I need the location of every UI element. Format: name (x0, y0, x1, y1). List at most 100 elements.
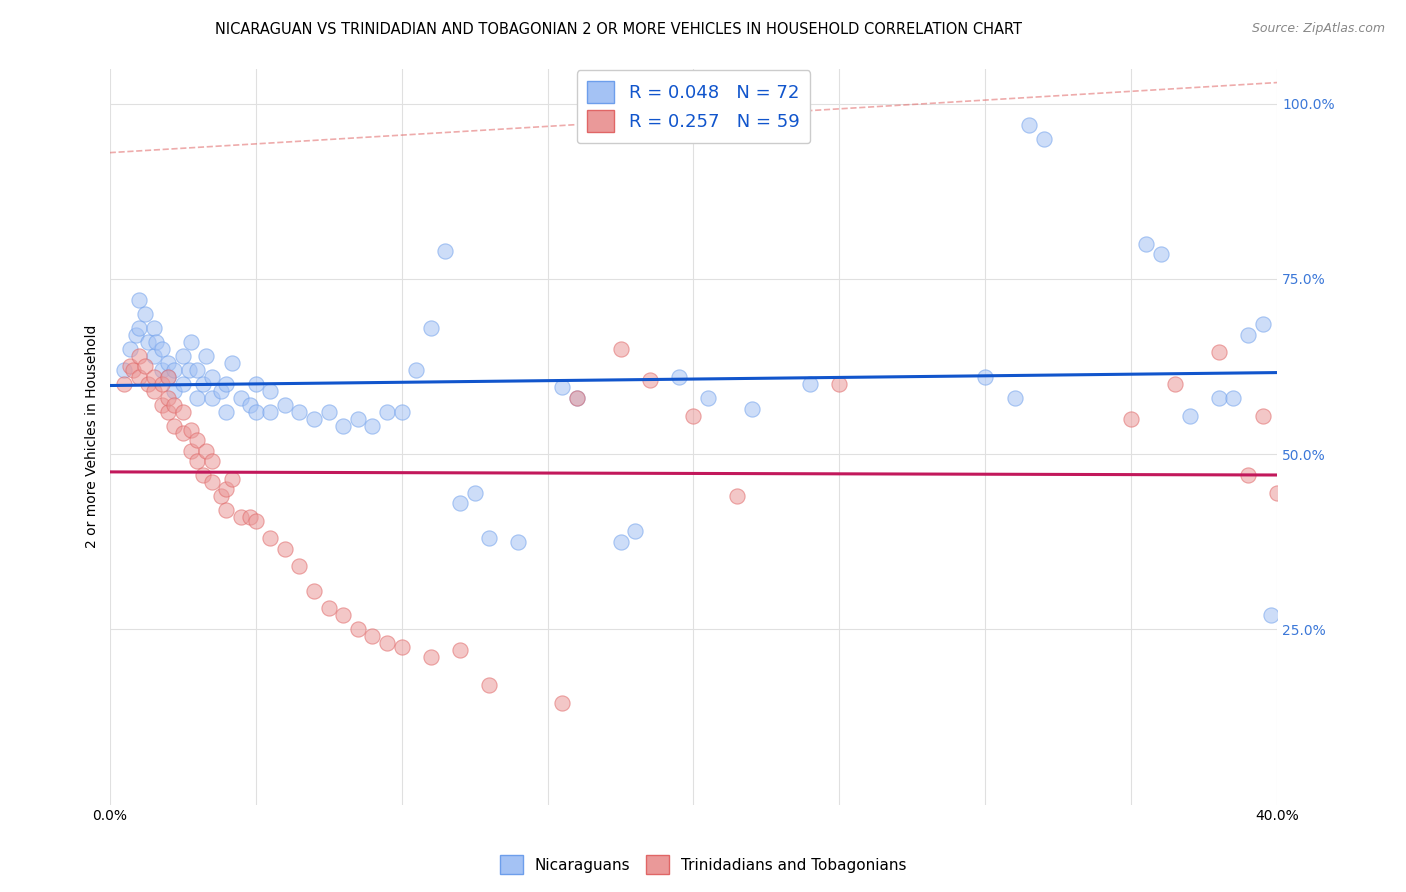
Point (215, 503, 238, 517)
Point (142, 370, 165, 384)
Point (1004, 391, 1026, 405)
Point (136, 334, 159, 349)
Point (195, 349, 218, 363)
Point (201, 454, 224, 468)
Point (245, 514, 267, 528)
Point (221, 356, 243, 370)
Point (332, 608, 354, 623)
Point (172, 425, 194, 440)
Point (120, 359, 142, 374)
Point (229, 391, 252, 405)
Point (391, 640, 413, 654)
Point (1237, 468, 1260, 483)
Point (1251, 318, 1274, 332)
Point (172, 376, 194, 391)
Point (375, 405, 398, 419)
Point (157, 405, 180, 419)
Point (1251, 409, 1274, 423)
Point (302, 412, 325, 426)
Point (1149, 247, 1171, 261)
Point (274, 541, 297, 556)
Point (405, 363, 427, 377)
Point (259, 405, 281, 419)
Point (142, 321, 165, 335)
Point (172, 405, 194, 419)
Point (142, 384, 165, 398)
Point (229, 510, 252, 524)
Point (1222, 391, 1244, 405)
Point (125, 327, 148, 342)
Point (177, 363, 200, 377)
Point (346, 412, 368, 426)
Point (186, 433, 208, 447)
Point (163, 398, 186, 412)
Point (551, 380, 574, 394)
Point (136, 376, 159, 391)
Point (245, 405, 267, 419)
Point (318, 405, 340, 419)
Point (157, 391, 180, 405)
Point (551, 696, 574, 710)
Point (209, 489, 232, 503)
Point (697, 391, 720, 405)
Point (419, 321, 441, 335)
Point (163, 363, 186, 377)
Point (725, 489, 748, 503)
Point (239, 510, 262, 524)
Point (186, 454, 208, 468)
Point (1178, 409, 1201, 423)
Point (624, 524, 647, 539)
Point (434, 244, 457, 258)
Point (1208, 391, 1230, 405)
Point (288, 405, 311, 419)
Point (259, 531, 281, 545)
Point (163, 419, 186, 434)
Point (391, 405, 413, 419)
Point (1208, 345, 1230, 359)
Text: NICARAGUAN VS TRINIDADIAN AND TOBAGONIAN 2 OR MORE VEHICLES IN HOUSEHOLD CORRELA: NICARAGUAN VS TRINIDADIAN AND TOBAGONIAN… (215, 22, 1022, 37)
Point (186, 391, 208, 405)
Point (201, 391, 224, 405)
Point (150, 376, 173, 391)
Point (142, 349, 165, 363)
Point (375, 636, 398, 650)
Point (128, 321, 150, 335)
Point (318, 601, 340, 615)
Point (157, 370, 180, 384)
Point (180, 334, 202, 349)
Point (828, 376, 851, 391)
Point (128, 349, 150, 363)
Point (1237, 327, 1260, 342)
Point (180, 443, 202, 458)
Point (134, 359, 156, 374)
Point (172, 349, 194, 363)
Point (565, 391, 588, 405)
Point (150, 342, 173, 356)
Point (215, 405, 238, 419)
Point (1135, 236, 1157, 251)
Point (449, 496, 471, 510)
Point (186, 363, 208, 377)
Point (128, 293, 150, 307)
Point (195, 443, 218, 458)
Point (682, 409, 704, 423)
Point (145, 334, 167, 349)
Point (419, 650, 441, 665)
Point (191, 468, 214, 483)
Point (128, 370, 150, 384)
Point (191, 376, 214, 391)
Point (209, 384, 232, 398)
Point (157, 370, 180, 384)
Point (302, 583, 325, 598)
Point (239, 398, 262, 412)
Point (274, 398, 297, 412)
Point (974, 370, 997, 384)
Point (478, 678, 501, 692)
Point (741, 401, 763, 416)
Point (180, 423, 202, 437)
Point (221, 472, 243, 486)
Point (799, 376, 821, 391)
Point (565, 391, 588, 405)
Point (201, 370, 224, 384)
Point (1121, 412, 1143, 426)
